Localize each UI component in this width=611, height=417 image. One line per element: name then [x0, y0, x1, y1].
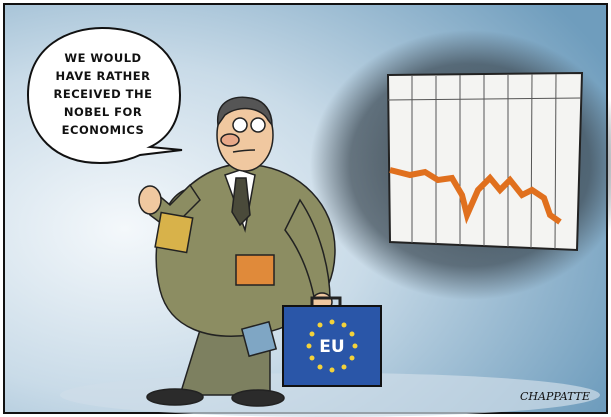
bubble-line: RECEIVED THE [54, 87, 153, 101]
bubble-line: NOBEL FOR [64, 105, 142, 119]
glasses [251, 118, 265, 132]
bubble-line: WE WOULD [64, 51, 141, 65]
page-body: {"speech_bubble": {"lines": ["WE WOULD",… [0, 0, 611, 417]
bubble-line: ECONOMICS [62, 123, 145, 137]
bubble-line: HAVE RATHER [55, 69, 150, 83]
speech-bubble: WE WOULD HAVE RATHER RECEIVED THE NOBEL … [28, 28, 182, 163]
cartoon: WE WOULD HAVE RATHER RECEIVED THE NOBEL … [0, 0, 611, 417]
shoe [147, 389, 203, 405]
page: Cartoon html, body { margin: 0; padding:… [0, 0, 611, 417]
patch [242, 322, 276, 356]
shoe [232, 390, 284, 406]
briefcase-label: EU [319, 337, 344, 357]
glasses [233, 118, 247, 132]
nose [221, 134, 239, 146]
briefcase: EU [283, 298, 381, 386]
patch [236, 255, 274, 285]
signature: CHAPPATTE [520, 390, 590, 403]
wall-chart [388, 73, 582, 250]
hand [139, 186, 161, 214]
patch [155, 212, 193, 252]
